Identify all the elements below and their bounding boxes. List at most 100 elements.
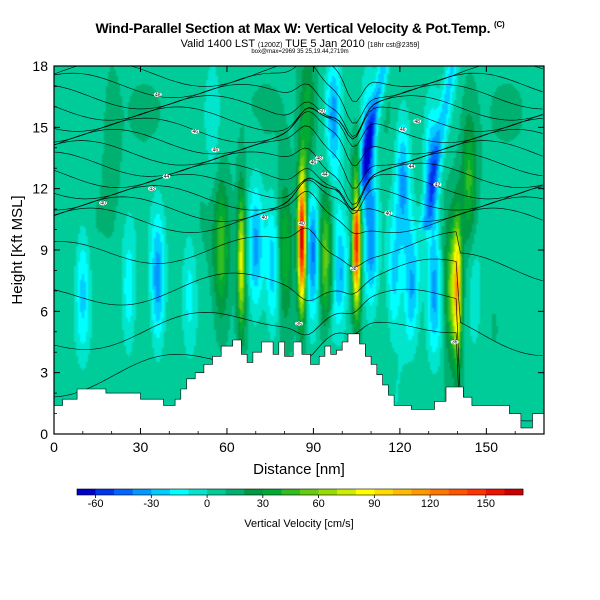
y-axis-title: Height [Kft MSL] bbox=[9, 195, 26, 304]
y-tick-label: 15 bbox=[32, 119, 48, 135]
y-tick-label: 9 bbox=[40, 242, 48, 258]
contour-label-text: 35 bbox=[296, 321, 302, 327]
colorbar-tick-label: 60 bbox=[312, 498, 324, 510]
contour-label-bg bbox=[191, 129, 200, 134]
colorbar-swatch bbox=[392, 489, 412, 495]
x-tick-label: 30 bbox=[133, 439, 149, 455]
subtitle-date: TUE 5 Jan 2010 bbox=[285, 38, 365, 50]
colorbar-swatch bbox=[430, 489, 449, 495]
contour-label-text: 40 bbox=[100, 201, 106, 207]
contour-label-bg bbox=[318, 108, 327, 114]
x-tick-label: 60 bbox=[219, 439, 235, 455]
contour-label: 44 bbox=[320, 171, 329, 178]
colorbar: -60 -30 0 30 60 90 120 150 bbox=[76, 488, 524, 510]
contour-label-text: 38 bbox=[351, 266, 357, 272]
colorbar-title: Vertical Velocity [cm/s] bbox=[244, 518, 353, 530]
colorbar-swatch bbox=[225, 489, 245, 495]
contour-label-bg bbox=[413, 118, 422, 124]
colorbar-frame bbox=[76, 488, 524, 496]
colorbar-tick-label: 90 bbox=[368, 498, 380, 510]
contour-label: 36 bbox=[450, 339, 459, 346]
theta-contour bbox=[54, 107, 543, 147]
theta-contour bbox=[54, 179, 543, 222]
colorbar-tick-label: 30 bbox=[257, 498, 269, 510]
theta-contour bbox=[54, 66, 543, 124]
subtitle-valid: Valid 1400 LST bbox=[180, 38, 255, 50]
contour-label: 40 bbox=[297, 221, 306, 227]
contour-label-bg bbox=[153, 92, 162, 98]
colorbar-swatch bbox=[77, 489, 96, 495]
colorbar-swatch bbox=[244, 489, 264, 495]
contour-label-text: 46 bbox=[311, 160, 317, 166]
contour-label: 44 bbox=[407, 163, 416, 170]
contour-label-text: 42 bbox=[435, 182, 441, 188]
contour-label-bg bbox=[398, 126, 407, 132]
theta-contour bbox=[54, 106, 543, 140]
contour-label-bg bbox=[162, 174, 171, 179]
colorbar-swatch bbox=[355, 489, 375, 495]
theta-contour bbox=[54, 66, 543, 102]
x-tick-label: 120 bbox=[388, 439, 412, 455]
theta-contour bbox=[54, 191, 543, 235]
colorbar-swatch bbox=[114, 489, 134, 495]
colorbar-swatch bbox=[504, 489, 524, 495]
colorbar-swatch bbox=[448, 489, 468, 495]
contour-label-bg bbox=[99, 200, 107, 206]
contour-label-text: 40 bbox=[299, 221, 305, 227]
contour-label-text: 48 bbox=[155, 92, 161, 98]
contour-label-text: 46 bbox=[400, 127, 406, 133]
contour-label-text: 48 bbox=[414, 119, 420, 125]
colorbar-swatch bbox=[281, 489, 301, 495]
contour-label: 44 bbox=[162, 174, 171, 180]
contour-label: 46 bbox=[191, 129, 200, 135]
contour-label: 42 bbox=[433, 182, 442, 188]
x-tick-label: 90 bbox=[306, 439, 322, 455]
x-tick-label: 0 bbox=[50, 439, 58, 455]
contour-label-text: 40 bbox=[386, 211, 392, 217]
theta-contour bbox=[54, 125, 543, 189]
terrain bbox=[53, 333, 545, 435]
colorbar-tick-label: -30 bbox=[143, 498, 159, 510]
theta-contour bbox=[54, 162, 543, 211]
contour-label-text: 44 bbox=[409, 164, 415, 170]
y-tick-label: 3 bbox=[40, 365, 48, 381]
contour-label-bg bbox=[349, 266, 358, 271]
colorbar-swatch bbox=[151, 489, 171, 495]
contour-label: 43 bbox=[148, 186, 156, 192]
potential-temperature-contours bbox=[54, 66, 543, 434]
contour-label-text: 36 bbox=[452, 340, 458, 346]
contour-label: 46 bbox=[211, 147, 220, 154]
y-tick-label: 6 bbox=[40, 303, 48, 319]
contour-label-text: 44 bbox=[164, 174, 170, 180]
contour-label-bg bbox=[384, 210, 393, 216]
contour-label: 48 bbox=[315, 155, 324, 162]
theta-contour bbox=[54, 227, 543, 282]
contour-label-text: 48 bbox=[316, 156, 322, 162]
contour-label: 38 bbox=[349, 266, 358, 272]
x-tick-label: 150 bbox=[475, 439, 499, 455]
contour-label-bg bbox=[297, 221, 306, 226]
contour-label: 35 bbox=[295, 321, 303, 327]
theta-contour bbox=[54, 147, 543, 205]
colorbar-swatch bbox=[132, 489, 152, 495]
contour-label-bg bbox=[148, 186, 156, 192]
y-tick-label: 0 bbox=[40, 426, 48, 442]
contour-label-bg bbox=[433, 182, 442, 187]
colorbar-swatch bbox=[188, 489, 208, 495]
contour-label: 48 bbox=[153, 92, 162, 98]
chart-subtitle: Valid 1400 LST (1200Z) TUE 5 Jan 2010 [1… bbox=[0, 38, 600, 50]
contour-label: 46 bbox=[309, 159, 318, 166]
contour-label: 48 bbox=[413, 118, 422, 125]
contour-label-text: 43 bbox=[149, 186, 155, 192]
contour-label-text: 40 bbox=[262, 215, 268, 221]
colorbar-swatch bbox=[300, 489, 319, 495]
chart-title: Wind-Parallel Section at Max W: Vertical… bbox=[0, 20, 600, 36]
colorbar-tick-label: 0 bbox=[204, 498, 210, 510]
colorbar-swatch bbox=[95, 489, 115, 495]
contour-label-bg bbox=[295, 321, 303, 326]
contour-label-text: 46 bbox=[192, 129, 198, 135]
contour-label: 40 bbox=[260, 214, 269, 221]
colorbar-tick-label: -60 bbox=[88, 498, 104, 510]
contour-label: 50 bbox=[318, 108, 327, 115]
